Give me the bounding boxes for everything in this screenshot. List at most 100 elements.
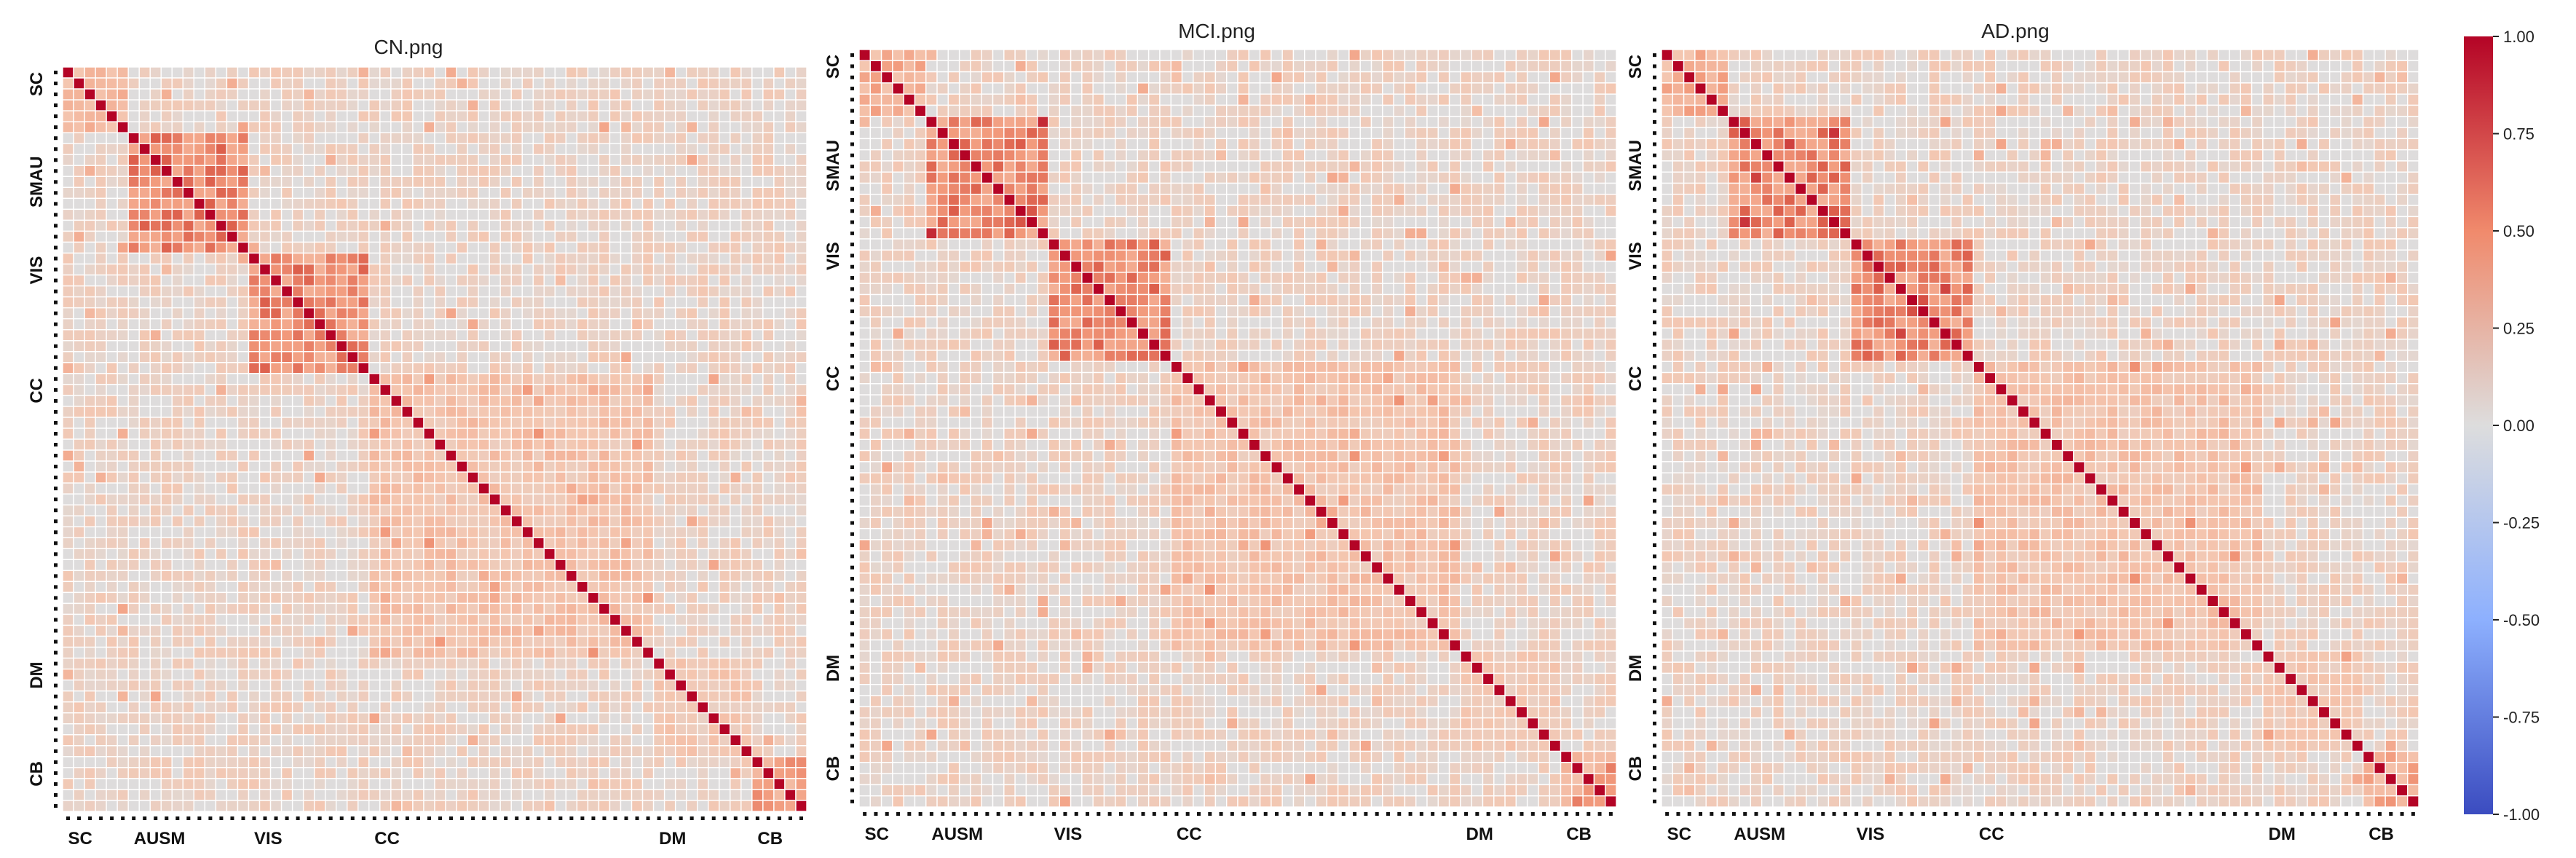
heatmap-cell	[631, 701, 644, 714]
heatmap-cell	[368, 438, 381, 451]
heatmap-cell	[127, 362, 140, 374]
heatmap-cell	[390, 570, 403, 583]
heatmap-cell	[1437, 49, 1450, 61]
heatmap-cell	[730, 624, 742, 637]
heatmap-cell	[467, 219, 479, 232]
heatmap-cell	[193, 493, 206, 505]
heatmap-cell	[357, 208, 370, 221]
heatmap-cell	[248, 373, 261, 385]
heatmap-cell	[357, 745, 370, 757]
y-tick-mark	[54, 311, 58, 315]
heatmap-cell	[532, 208, 545, 221]
heatmap-cell	[740, 143, 753, 155]
heatmap-cell	[193, 449, 206, 462]
heatmap-cell	[652, 723, 665, 736]
heatmap-cell	[357, 230, 370, 243]
heatmap-cell	[467, 602, 479, 615]
heatmap-cell	[576, 77, 589, 90]
heatmap-cell	[160, 208, 173, 221]
heatmap-cell	[762, 77, 775, 90]
heatmap-cell	[762, 230, 775, 243]
heatmap-cell	[598, 646, 611, 659]
heatmap-cell	[663, 296, 676, 309]
heatmap-cell	[73, 77, 85, 90]
heatmap-cell	[620, 263, 633, 276]
heatmap-cell	[762, 778, 775, 790]
heatmap-cell	[697, 274, 709, 287]
heatmap-cell	[445, 340, 457, 353]
heatmap-cell	[730, 197, 742, 210]
heatmap-cell	[204, 712, 217, 725]
heatmap-cell	[598, 132, 611, 144]
heatmap-cell	[226, 668, 239, 681]
heatmap-cell	[674, 515, 687, 527]
heatmap-cell	[423, 241, 435, 254]
heatmap-cell	[390, 165, 403, 177]
heatmap-cell	[347, 351, 359, 363]
heatmap-cell	[379, 745, 392, 757]
heatmap-cell	[204, 482, 217, 495]
heatmap-cell	[784, 88, 797, 101]
heatmap-cell	[532, 186, 545, 200]
heatmap-cell	[325, 449, 337, 462]
heatmap-cell	[258, 373, 272, 385]
heatmap-cell	[302, 340, 315, 353]
heatmap-cell	[543, 99, 556, 111]
heatmap-cell	[641, 635, 655, 648]
heatmap-cell	[248, 121, 261, 133]
heatmap-cell	[620, 778, 633, 790]
heatmap-cell	[697, 438, 709, 451]
heatmap-cell	[510, 340, 523, 353]
heatmap-cell	[325, 362, 337, 374]
heatmap-cell	[576, 657, 589, 670]
heatmap-cell	[784, 340, 797, 353]
heatmap-cell	[554, 482, 567, 495]
heatmap-cell	[730, 329, 742, 342]
heatmap-cell	[641, 482, 655, 495]
heatmap-cell	[795, 318, 807, 331]
y-tick-mark	[54, 235, 58, 239]
heatmap-cell	[784, 241, 797, 254]
heatmap-cell	[237, 668, 250, 681]
heatmap-cell	[663, 471, 676, 484]
heatmap-cell	[543, 613, 556, 626]
heatmap-cell	[708, 580, 720, 594]
heatmap-cell	[313, 285, 326, 298]
heatmap-cell	[510, 438, 523, 451]
heatmap-cell	[204, 537, 217, 549]
heatmap-cell	[751, 241, 764, 254]
heatmap-cell	[719, 559, 731, 572]
heatmap-cell	[160, 778, 173, 790]
heatmap-cell	[587, 176, 600, 189]
heatmap-cell	[325, 657, 337, 670]
heatmap-cell	[280, 340, 293, 353]
heatmap-cell	[1092, 71, 1105, 84]
heatmap-cell	[291, 406, 304, 418]
heatmap-cell	[456, 132, 468, 144]
heatmap-cell	[106, 526, 118, 538]
heatmap-cell	[127, 734, 140, 747]
heatmap-cell	[390, 504, 403, 516]
heatmap-cell	[730, 602, 742, 615]
heatmap-cell	[237, 580, 250, 594]
heatmap-cell	[412, 690, 424, 703]
heatmap-cell	[773, 767, 786, 779]
heatmap-cell	[368, 646, 381, 659]
heatmap-cell	[160, 77, 173, 90]
heatmap-cell	[193, 482, 206, 495]
heatmap-cell	[631, 241, 644, 254]
heatmap-cell	[795, 570, 807, 583]
heatmap-cell	[62, 580, 74, 594]
heatmap-cell	[204, 789, 217, 801]
heatmap-cell	[576, 745, 589, 757]
heatmap-cell	[434, 197, 446, 210]
heatmap-cell	[336, 789, 348, 801]
heatmap-cell	[719, 745, 731, 757]
heatmap-cell	[204, 701, 217, 714]
heatmap-cell	[95, 482, 107, 495]
heatmap-cell	[390, 471, 403, 484]
heatmap-cell	[390, 745, 403, 757]
heatmap-cell	[390, 624, 403, 637]
heatmap-cell	[248, 767, 261, 779]
heatmap-cell	[762, 417, 775, 429]
